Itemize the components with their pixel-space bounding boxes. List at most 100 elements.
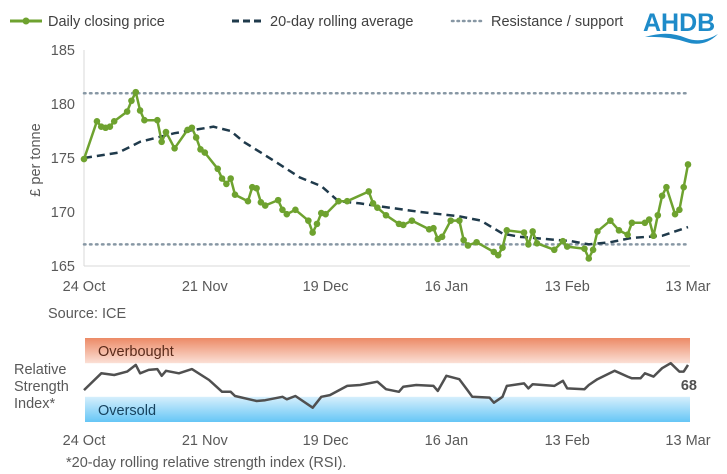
price-point <box>158 138 165 146</box>
price-point <box>456 217 463 224</box>
x-tick-label: 13 Feb <box>545 279 590 295</box>
price-point <box>365 188 373 195</box>
price-point <box>343 197 351 205</box>
price-point <box>136 107 144 114</box>
price-point <box>201 149 209 156</box>
price-point <box>533 240 541 247</box>
price-point <box>223 180 230 188</box>
price-point <box>283 210 291 218</box>
rolling-average-line <box>83 125 689 246</box>
price-point <box>525 241 532 248</box>
price-point <box>106 123 114 130</box>
price-point <box>231 191 239 199</box>
price-point <box>645 216 653 223</box>
x-tick-label: 13 Feb <box>545 433 590 449</box>
price-point <box>171 144 178 152</box>
x-tick-label: 24 Oct <box>63 279 106 295</box>
price-point <box>438 233 446 241</box>
ahdb-logo: AHDB <box>643 9 718 44</box>
price-point <box>430 224 437 232</box>
y-tick-label: 175 <box>51 151 75 167</box>
price-point <box>227 175 234 182</box>
rsi-line <box>83 361 690 409</box>
rsi-title-line1: Relative <box>14 362 66 378</box>
price-point <box>680 183 687 191</box>
price-point <box>581 245 588 253</box>
source-note: Source: ICE <box>48 306 126 322</box>
price-point <box>585 255 593 262</box>
price-point <box>154 116 161 124</box>
price-point <box>313 220 321 228</box>
y-tick-label: 165 <box>51 259 75 275</box>
legend-avg-label: 20-day rolling average <box>270 14 413 30</box>
y-axis-title: £ per tonne <box>28 123 44 196</box>
price-point <box>369 200 377 207</box>
x-tick-label: 21 Nov <box>182 433 229 449</box>
price-point <box>335 197 342 205</box>
logo-wave-icon <box>645 33 718 44</box>
rsi-title-line3: Index* <box>14 396 55 412</box>
x-tick-label: 21 Nov <box>182 279 229 295</box>
x-tick-label: 19 Dec <box>303 279 349 295</box>
y-tick-label: 185 <box>51 43 75 59</box>
price-point <box>80 155 88 163</box>
legend-price-marker <box>22 17 30 25</box>
rsi-last-value: 68 <box>681 378 697 394</box>
price-point <box>628 219 636 227</box>
price-point <box>663 183 670 191</box>
price-point <box>594 228 601 235</box>
price-point <box>292 206 299 214</box>
price-point <box>559 237 567 245</box>
logo-text: AHDB <box>643 9 715 37</box>
price-point <box>607 217 614 224</box>
price-chart: £ per tonne 165 170 175 180 185 24 Oct 21 Nov… <box>28 43 711 295</box>
x-tick-label: 24 Oct <box>63 433 106 449</box>
price-point <box>309 229 316 236</box>
price-point <box>374 204 381 211</box>
price-point <box>589 246 597 254</box>
price-point <box>460 236 467 244</box>
price-point <box>654 211 662 219</box>
y-tick-label: 180 <box>51 97 75 113</box>
price-point <box>128 97 135 105</box>
price-point <box>162 128 170 136</box>
price-point <box>93 117 101 125</box>
price-point <box>192 134 200 141</box>
price-point <box>671 210 679 218</box>
price-point <box>615 227 623 234</box>
rsi-chart: Relative Strength Index* Overbought Overs… <box>14 338 711 449</box>
oversold-band <box>85 396 690 422</box>
price-point <box>399 221 407 229</box>
price-point <box>624 231 631 238</box>
price-point <box>123 108 131 115</box>
price-point <box>676 206 683 214</box>
price-point <box>503 227 511 234</box>
price-point <box>447 217 455 224</box>
price-point <box>464 242 472 249</box>
oversold-label: Oversold <box>98 403 156 419</box>
price-point <box>550 246 558 254</box>
x-tick-label: 16 Jan <box>425 279 469 295</box>
overbought-band <box>85 338 690 364</box>
price-point <box>494 251 502 259</box>
price-point <box>658 192 666 200</box>
price-point <box>214 165 222 173</box>
price-point <box>499 244 506 251</box>
legend-price-label: Daily closing price <box>48 14 165 30</box>
price-point <box>563 243 571 250</box>
price-point <box>529 228 536 235</box>
price-point <box>218 175 226 182</box>
x-tick-label: 13 Mar <box>665 433 710 449</box>
price-point <box>110 117 118 125</box>
y-tick-label: 170 <box>51 205 75 221</box>
price-point <box>473 238 480 246</box>
price-point <box>322 210 329 218</box>
price-point <box>650 232 657 240</box>
price-point <box>253 184 260 192</box>
price-point <box>305 217 312 224</box>
x-tick-label: 19 Dec <box>303 433 349 449</box>
price-point <box>274 196 282 204</box>
price-point <box>520 229 528 236</box>
price-point <box>684 161 692 168</box>
